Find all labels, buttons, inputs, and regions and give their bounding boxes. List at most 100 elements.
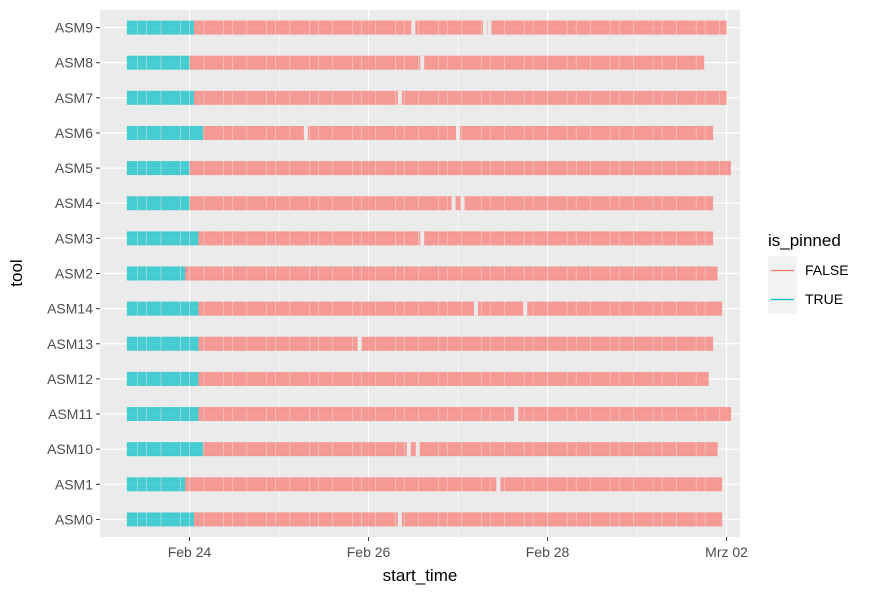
bar-false — [198, 301, 723, 316]
y-tick-label: ASM11 — [48, 406, 93, 422]
tool-row — [126, 125, 714, 140]
bar-true — [126, 477, 186, 492]
legend-entries: FALSE TRUE — [768, 256, 849, 314]
bar-false — [193, 512, 723, 527]
y-tick-label: ASM5 — [55, 160, 93, 176]
segment-separators — [137, 407, 720, 422]
bar-gap — [514, 407, 519, 422]
bar-false — [202, 442, 718, 457]
bar-gap — [303, 125, 308, 140]
legend-label: TRUE — [805, 291, 843, 307]
y-tick-label: ASM14 — [47, 301, 93, 317]
bar-false — [185, 477, 723, 492]
bar-false — [189, 196, 714, 211]
y-tick-label: ASM8 — [55, 55, 93, 71]
y-tick-label: ASM0 — [55, 511, 93, 527]
bar-true — [126, 512, 194, 527]
segment-separators — [137, 231, 706, 246]
tool-row — [126, 90, 727, 105]
segment-separators — [137, 512, 706, 527]
bar-gap — [406, 442, 411, 457]
bar-true — [126, 266, 186, 281]
y-tick-label: ASM3 — [55, 230, 93, 246]
x-tick-label: Mrz 02 — [705, 544, 748, 560]
y-axis: ASM9 ASM8 ASM7 ASM6 ASM5 ASM4 ASM3 ASM2 ASM14 ASM… — [47, 20, 100, 527]
tool-row — [126, 477, 723, 492]
y-tick-label: ASM9 — [55, 20, 93, 36]
bar-gap — [456, 125, 461, 140]
bar-false — [198, 231, 714, 246]
segment-separators — [137, 90, 720, 105]
legend-title: is_pinned — [768, 231, 841, 250]
bar-gap — [473, 301, 478, 316]
tool-row — [126, 161, 732, 176]
bar-gap — [411, 20, 416, 35]
segment-separators — [137, 301, 706, 316]
tool-row — [126, 266, 718, 281]
bar-gap — [523, 301, 528, 316]
y-tick-label: ASM6 — [55, 125, 93, 141]
bar-gap — [451, 196, 456, 211]
bar-gap — [397, 512, 402, 527]
tool-row — [126, 371, 709, 386]
segment-separators — [137, 371, 697, 386]
y-axis-title: tool — [7, 259, 26, 286]
segment-separators — [137, 196, 706, 211]
bar-false — [198, 336, 714, 351]
bar-gap — [397, 90, 402, 105]
tool-row — [126, 55, 705, 70]
bar-gap — [460, 196, 465, 211]
legend-label: FALSE — [805, 262, 849, 278]
bar-gap — [357, 336, 362, 351]
tool-row — [126, 20, 727, 35]
x-tick-label: Feb 26 — [347, 544, 391, 560]
y-tick-label: ASM10 — [47, 441, 93, 457]
segment-separators — [137, 125, 706, 140]
tool-row — [126, 407, 732, 422]
bar-true — [126, 90, 194, 105]
tool-row — [126, 301, 723, 316]
bars — [126, 20, 732, 527]
bar-true — [126, 55, 190, 70]
segment-separators — [137, 161, 720, 176]
bar-false — [198, 371, 709, 386]
y-tick-label: ASM7 — [55, 90, 93, 106]
bar-true — [126, 125, 203, 140]
segment-separators — [137, 477, 706, 492]
bar-false — [185, 266, 718, 281]
bar-gap — [496, 477, 501, 492]
legend-entry: FALSE — [768, 256, 849, 285]
bar-true — [126, 20, 194, 35]
tool-row — [126, 512, 723, 527]
bar-gap — [482, 20, 487, 35]
bar-false — [189, 161, 732, 176]
y-tick-label: ASM12 — [47, 371, 93, 387]
bar-true — [126, 196, 190, 211]
segment-separators — [137, 442, 706, 457]
x-axis-title: start_time — [383, 566, 458, 585]
bar-gap — [420, 231, 425, 246]
tool-row — [126, 442, 718, 457]
x-axis: Feb 24 Feb 26 Feb 28 Mrz 02 — [168, 537, 748, 560]
segment-separators — [137, 266, 706, 281]
bar-true — [126, 161, 190, 176]
legend-entry: TRUE — [768, 285, 843, 314]
tool-row — [126, 336, 714, 351]
bar-gap — [415, 442, 420, 457]
bar-gap — [420, 55, 425, 70]
y-tick-label: ASM4 — [55, 195, 93, 211]
bar-false — [193, 20, 727, 35]
tool-row — [126, 231, 714, 246]
bar-false — [193, 90, 727, 105]
bar-false — [198, 407, 732, 422]
x-tick-label: Feb 24 — [168, 544, 212, 560]
bar-true — [126, 442, 203, 457]
tool-row — [126, 196, 714, 211]
x-tick-label: Feb 28 — [526, 544, 570, 560]
y-tick-label: ASM13 — [47, 336, 93, 352]
bar-gap — [487, 20, 492, 35]
legend: is_pinned FALSE TRUE — [768, 231, 849, 314]
segment-separators — [137, 336, 706, 351]
